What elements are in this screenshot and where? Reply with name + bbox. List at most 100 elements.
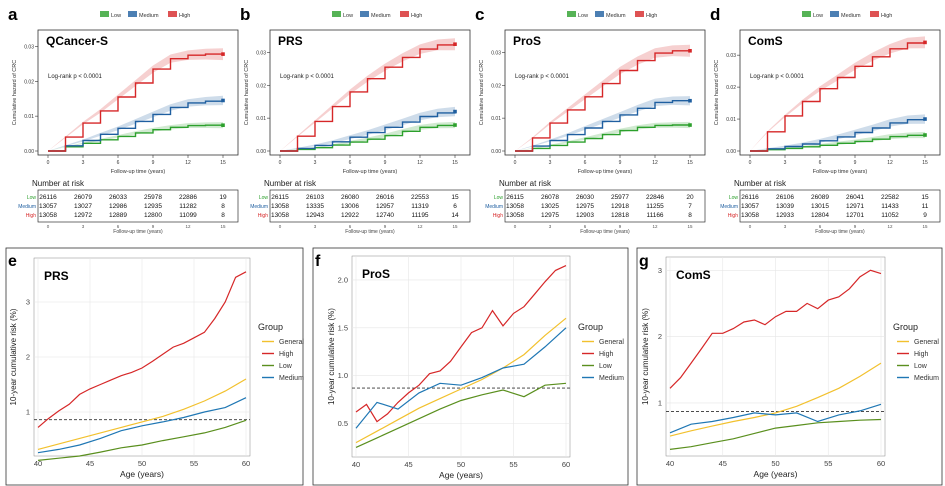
logrank-annotation: Log-rank p < 0.0001 (750, 74, 805, 80)
series-line-low (669, 418, 882, 450)
legend-label-medium: Medium (599, 375, 624, 382)
series-line-high (750, 42, 926, 152)
risk-row-label: Medium (18, 204, 36, 210)
ci-band-low (750, 131, 925, 151)
x-tick-label: 45 (404, 460, 412, 469)
x-tick-label: 6 (117, 160, 120, 166)
panel-e: 1 2 3 40 45 50 55 60 Age (years) 10-year cumulati… (5, 247, 304, 486)
legend-c: Low Medium High (567, 11, 657, 19)
x-tick-label: 15 (687, 160, 693, 166)
legend-swatch-high (168, 11, 177, 17)
risk-x-tick: 15 (687, 224, 693, 229)
x-tick-label: 15 (452, 160, 458, 166)
risk-cell: 26115 (506, 194, 524, 201)
risk-table-d: Number at risk Low 26116 26106 26089 26041 225… (720, 179, 941, 235)
y-tick-label: 3 (26, 298, 30, 307)
legend-label-high: High (279, 351, 294, 358)
risk-x-tick: 3 (784, 224, 787, 229)
risk-x-tick: 12 (652, 224, 658, 229)
panel-letter-d: d (710, 5, 720, 24)
risk-cell: 12975 (541, 212, 559, 219)
risk-cell: 11052 (881, 212, 899, 219)
risk-x-tick: 12 (185, 224, 191, 229)
panel-letter-g: g (639, 253, 649, 270)
risk-x-tick: 3 (82, 224, 85, 229)
x-tick-label: 50 (457, 460, 465, 469)
risk-cell: 26033 (109, 194, 127, 201)
series-line-medium (669, 403, 882, 434)
risk-x-axis-title: Follow-up time (years) (580, 229, 630, 235)
risk-cell: 13057 (741, 203, 759, 210)
risk-row-label: High (728, 213, 739, 219)
risk-x-tick: 12 (887, 224, 893, 229)
risk-x-axis-title: Follow-up time (years) (345, 229, 395, 235)
risk-cell: 26116 (741, 194, 759, 201)
risk-table-frame (37, 189, 239, 223)
x-tick-label: 6 (819, 160, 822, 166)
legend-label-general: General (279, 339, 304, 346)
series-end-marker (453, 42, 457, 47)
risk-cell: 12918 (611, 203, 629, 210)
x-tick-label: 55 (824, 459, 832, 468)
x-axis-title: Age (years) (439, 470, 483, 480)
y-axis-title: 10-year cumulative risk (%) (9, 308, 18, 405)
y-axis-title: 10-year cumulative risk (%) (327, 308, 336, 405)
panel-b: b Low Medium High 0.00 0.01 0.02 0.03 0 3 6 9 12 15 Fo… (240, 5, 471, 235)
legend-a: Low Medium High (100, 11, 190, 19)
legend-swatch-high (870, 11, 879, 17)
series-end-marker (221, 98, 225, 103)
y-tick-label: 1.5 (338, 323, 348, 332)
panel-letter-a: a (8, 5, 18, 24)
legend-label-low: Low (111, 13, 121, 19)
series-line-low (515, 124, 690, 152)
risk-cell: 11099 (179, 212, 197, 219)
risk-cell: 13039 (776, 203, 794, 210)
risk-cell: 11166 (646, 212, 663, 219)
logrank-annotation: Log-rank p < 0.0001 (48, 74, 103, 80)
y-tick-label: 0.01 (256, 116, 266, 122)
series-line-medium (48, 100, 224, 152)
risk-cell: 11195 (411, 212, 428, 219)
risk-row-label: Low (729, 195, 739, 201)
series-line-high (355, 265, 567, 423)
risk-row-label: High (493, 213, 504, 219)
risk-row-label: Medium (485, 204, 503, 210)
x-tick-label: 0 (279, 160, 282, 166)
risk-cell: 26103 (306, 194, 324, 201)
risk-cell: 22886 (179, 194, 197, 201)
x-tick-label: 40 (34, 459, 42, 468)
series-line-medium (515, 100, 690, 152)
legend-label-high: High (646, 13, 657, 19)
legend-label-medium: Medium (279, 375, 304, 382)
x-tick-label: 55 (509, 460, 517, 469)
series-line-medium (37, 397, 247, 454)
risk-cell: 9 (923, 212, 927, 219)
risk-cell: 11433 (881, 203, 899, 210)
risk-x-axis-title: Follow-up time (years) (815, 229, 865, 235)
risk-cell: 11319 (411, 203, 429, 210)
risk-x-tick: 3 (314, 224, 317, 229)
risk-x-tick: 9 (384, 224, 387, 229)
risk-cell: 11255 (646, 203, 664, 210)
y-tick-label: 0.00 (24, 149, 34, 155)
x-tick-label: 9 (854, 160, 857, 166)
legend-label-general: General (914, 339, 939, 346)
series-line-medium (750, 119, 926, 152)
risk-cell: 8 (221, 203, 225, 210)
x-tick-label: 9 (384, 160, 387, 166)
risk-cell: 13057 (39, 203, 57, 210)
x-tick-label: 0 (749, 160, 752, 166)
x-tick-label: 3 (82, 160, 85, 166)
legend-swatch-high (400, 11, 409, 17)
panel-a: a Low Medium High 0.00 0.01 0.02 0.03 0 3 6 9 12 15 Fo… (8, 5, 239, 235)
series-end-marker (453, 109, 457, 114)
panel-title: ProS (362, 267, 390, 281)
x-axis-title: Follow-up time (years) (813, 169, 868, 175)
risk-row-label: High (26, 213, 37, 219)
ci-band-high (48, 48, 223, 152)
y-tick-label: 0.01 (491, 116, 501, 122)
risk-cell: 13058 (271, 203, 289, 210)
risk-cell: 26106 (776, 194, 794, 201)
x-tick-label: 6 (584, 160, 587, 166)
risk-cell: 13015 (811, 203, 829, 210)
